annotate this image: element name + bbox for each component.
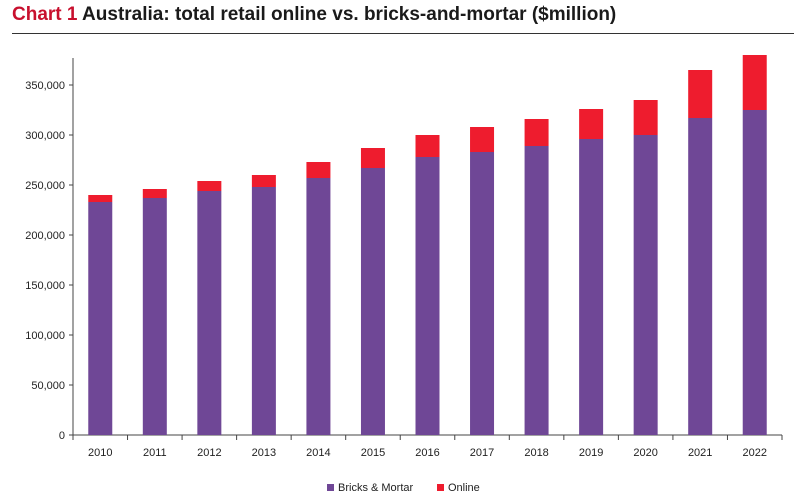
legend-item-online-label: Online: [448, 482, 480, 494]
bar-online: [360, 148, 385, 168]
chart-title: Chart 1 Australia: total retail online v…: [12, 4, 616, 26]
bar-bricks-mortar: [88, 202, 113, 435]
bar-online: [251, 175, 276, 187]
y-tick-label: 350,000: [25, 80, 65, 92]
bar-bricks-mortar: [579, 139, 604, 435]
bar-online: [524, 119, 549, 146]
bar-online: [633, 100, 658, 135]
x-tick-label: 2019: [579, 447, 603, 459]
chart-title-text: Australia: total retail online vs. brick…: [82, 4, 617, 25]
x-tick-label: 2018: [524, 447, 548, 459]
bar-online: [742, 55, 767, 110]
y-tick-label: 300,000: [25, 130, 65, 142]
y-tick-label: 250,000: [25, 180, 65, 192]
bar-online: [197, 181, 222, 191]
legend-item-bricks-mortar-swatch: [327, 484, 334, 491]
x-tick-label: 2022: [742, 447, 766, 459]
bar-bricks-mortar: [142, 198, 167, 435]
legend: Bricks & Mortar Online: [327, 482, 480, 494]
x-tick-label: 2013: [252, 447, 276, 459]
bars-group: [88, 55, 767, 435]
x-tick-label: 2021: [688, 447, 712, 459]
bar-bricks-mortar: [742, 110, 767, 435]
bar-bricks-mortar: [470, 152, 495, 435]
y-tick-label: 200,000: [25, 230, 65, 242]
bar-online: [88, 195, 113, 202]
y-tick-label: 0: [59, 430, 65, 442]
x-tick-label: 2020: [633, 447, 657, 459]
y-tick-labels: 0 50,000 100,000 150,000 200,000 250,000 300,0…: [25, 80, 73, 442]
x-tick-label: 2015: [361, 447, 385, 459]
y-tick-label: 100,000: [25, 330, 65, 342]
x-tick-label: 2014: [306, 447, 330, 459]
x-tick-label: 2016: [415, 447, 439, 459]
bar-online: [470, 127, 495, 152]
bar-online: [579, 109, 604, 139]
bar-online: [688, 70, 713, 118]
bar-bricks-mortar: [251, 187, 276, 435]
x-tick-label: 2017: [470, 447, 494, 459]
x-tick-label: 2011: [143, 447, 167, 459]
x-tick-label: 2010: [88, 447, 112, 459]
x-tick-label: 2012: [197, 447, 221, 459]
bar-online: [415, 135, 440, 157]
title-rule: [12, 33, 794, 34]
legend-item-online-swatch: [437, 484, 444, 491]
legend-item-bricks-mortar-label: Bricks & Mortar: [338, 482, 414, 494]
y-tick-label: 150,000: [25, 280, 65, 292]
chart-title-prefix: Chart 1: [12, 4, 78, 25]
bar-online: [306, 162, 331, 178]
bar-bricks-mortar: [415, 157, 440, 435]
bar-bricks-mortar: [633, 135, 658, 435]
bar-online: [142, 189, 167, 198]
bar-bricks-mortar: [524, 146, 549, 435]
bar-bricks-mortar: [197, 191, 222, 435]
bar-bricks-mortar: [360, 168, 385, 435]
y-tick-label: 50,000: [31, 380, 65, 392]
bar-bricks-mortar: [688, 118, 713, 435]
x-tick-labels: 2010 2011 2012 2013 2014 2015 2016 2017 2018 2019…: [72, 435, 783, 459]
bar-bricks-mortar: [306, 178, 331, 435]
